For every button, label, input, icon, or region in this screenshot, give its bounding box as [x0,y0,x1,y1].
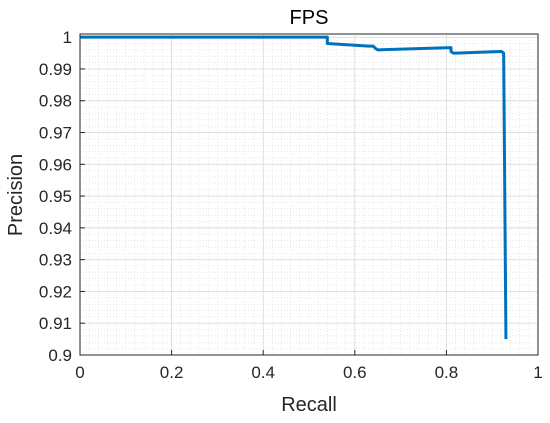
x-tick-label: 0.2 [160,363,184,382]
chart-title: FPS [290,7,329,29]
y-tick-label: 0.9 [48,346,72,365]
x-axis-label: Recall [281,394,337,416]
y-tick-label: 0.93 [39,251,72,270]
x-tick-label: 0 [75,363,84,382]
series-line-precision-recall [80,35,508,340]
plot-frame [79,33,539,356]
x-tick-label: 0.4 [251,363,275,382]
x-tick-label: 0.6 [343,363,367,382]
y-tick-label: 0.92 [39,282,72,301]
y-tick-label: 0.94 [39,219,72,238]
y-tick-label: 0.99 [39,60,72,79]
y-tick-labels: 0.9 0.91 0.92 0.93 0.94 0.95 0.96 0.97 0.98 0.99 1 [39,28,72,365]
y-tick-label: 0.97 [39,124,72,143]
x-tick-label: 1 [533,363,542,382]
x-tick-label: 0.8 [435,363,459,382]
y-tick-label: 0.95 [39,187,72,206]
y-axis-label: Precision [5,154,27,236]
minor-grid [80,34,538,355]
x-tick-labels: 0 0.2 0.4 0.6 0.8 1 [75,363,542,382]
y-tick-label: 0.96 [39,155,72,174]
series-layer [80,35,508,340]
y-tick-label: 0.98 [39,92,72,111]
y-tick-label: 0.91 [39,314,72,333]
y-tick-label: 1 [63,28,72,47]
